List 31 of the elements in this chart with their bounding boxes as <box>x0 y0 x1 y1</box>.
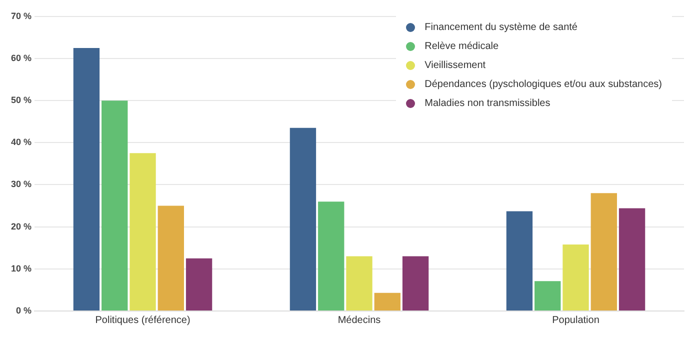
bar <box>534 281 561 310</box>
bar <box>562 244 589 310</box>
legend-label: Dépendances (pyschologiques et/ou aux substances) <box>424 79 662 90</box>
y-tick-label: 60 % <box>11 52 32 63</box>
bar <box>186 258 212 310</box>
bar <box>290 128 316 310</box>
y-tick-label: 40 % <box>11 137 32 148</box>
bar <box>402 256 429 310</box>
bar <box>618 208 646 310</box>
y-tick-label: 0 % <box>16 305 32 316</box>
y-tick-label: 30 % <box>11 179 32 190</box>
bar <box>130 153 156 310</box>
y-tick-label: 10 % <box>11 263 32 274</box>
bar <box>73 48 100 310</box>
y-tick-label: 20 % <box>11 221 32 232</box>
x-tick-label: Médecins <box>338 314 381 326</box>
legend-label: Vieillissement <box>424 60 486 71</box>
bar <box>590 193 617 310</box>
bar <box>102 100 128 310</box>
bar <box>158 206 184 310</box>
bar <box>318 202 344 310</box>
y-tick-label: 70 % <box>11 10 32 21</box>
bar <box>374 292 400 310</box>
y-tick-label: 50 % <box>11 95 32 106</box>
x-tick-label: Politiques (référence) <box>95 314 190 326</box>
x-tick-label: Population <box>552 314 600 326</box>
legend-label: Maladies non transmissibles <box>424 98 550 109</box>
legend-label: Relève médicale <box>424 41 499 52</box>
bar <box>346 256 372 310</box>
legend-label: Financement du système de santé <box>424 22 578 33</box>
bar <box>506 211 533 310</box>
